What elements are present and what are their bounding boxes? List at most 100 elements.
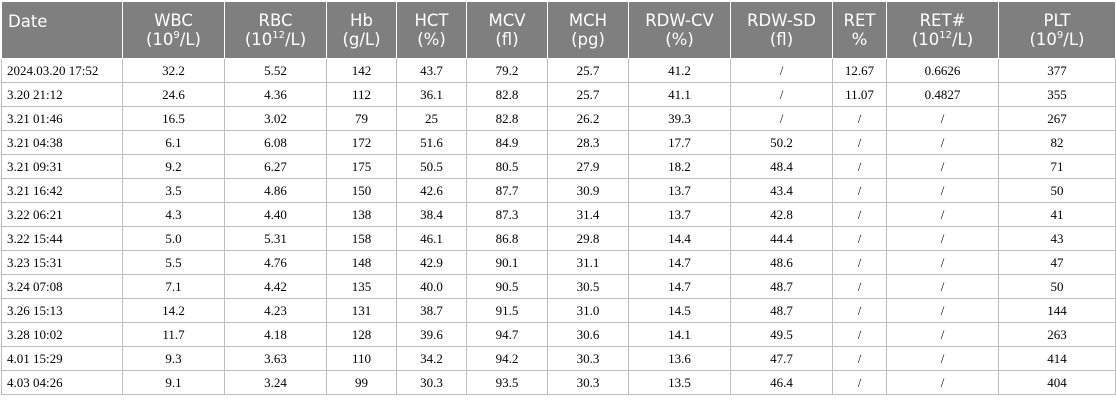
cell-mcv: 94.7 bbox=[466, 322, 548, 347]
cell-date: 2024.03.20 17:52 bbox=[1, 58, 123, 83]
cell-date: 3.26 15:13 bbox=[1, 298, 123, 323]
cell-hb: 128 bbox=[326, 322, 397, 347]
lab-results-table: Date WBC (109/L) RBC (1012/L) Hb (g/L) HCT (%) MC… bbox=[1, 1, 1116, 395]
cell-ret-abs: 0.4827 bbox=[886, 82, 999, 107]
cell-rdw-sd: / bbox=[730, 82, 833, 107]
column-header-unit: (fl) bbox=[735, 30, 828, 49]
cell-hct: 50.5 bbox=[396, 154, 467, 179]
cell-mch: 30.6 bbox=[547, 322, 629, 347]
cell-rdw-sd: 48.7 bbox=[730, 298, 833, 323]
cell-rbc: 3.24 bbox=[224, 370, 327, 395]
unit-base: (%) bbox=[417, 30, 446, 49]
cell-mcv: 87.7 bbox=[466, 178, 548, 203]
cell-hb: 172 bbox=[326, 130, 397, 155]
cell-mch: 30.5 bbox=[547, 274, 629, 299]
cell-plt: 71 bbox=[998, 154, 1116, 179]
unit-base: (10 bbox=[1029, 30, 1057, 49]
table-row: 2024.03.20 17:52 32.2 5.52 142 43.7 79.2 25.7 4… bbox=[1, 58, 1116, 83]
table-row: 4.01 15:29 9.3 3.63 110 34.2 94.2 30.3 13.6 47.7… bbox=[1, 346, 1116, 371]
cell-rbc: 3.02 bbox=[224, 106, 327, 131]
column-header-label: Date bbox=[8, 12, 48, 31]
column-header-label: MCV bbox=[488, 11, 526, 30]
cell-hb: 112 bbox=[326, 82, 397, 107]
unit-suffix: /L) bbox=[1063, 30, 1085, 49]
table-row: 3.26 15:13 14.2 4.23 131 38.7 91.5 31.0 14.5 48.… bbox=[1, 298, 1116, 323]
cell-wbc: 32.2 bbox=[122, 58, 225, 83]
cell-rdw-sd: 42.8 bbox=[730, 202, 833, 227]
cell-plt: 414 bbox=[998, 346, 1116, 371]
cell-date: 3.21 04:38 bbox=[1, 130, 123, 155]
column-header-mcv: MCV (fl) bbox=[466, 1, 548, 59]
cell-ret-abs: / bbox=[886, 202, 999, 227]
cell-mch: 30.9 bbox=[547, 178, 629, 203]
cell-rdw-cv: 14.4 bbox=[628, 226, 731, 251]
cell-plt: 50 bbox=[998, 274, 1116, 299]
cell-hb: 150 bbox=[326, 178, 397, 203]
cell-mcv: 90.5 bbox=[466, 274, 548, 299]
table-body: 2024.03.20 17:52 32.2 5.52 142 43.7 79.2 25.7 4… bbox=[1, 58, 1116, 395]
cell-ret-percent: 11.07 bbox=[832, 82, 887, 107]
cell-mch: 31.0 bbox=[547, 298, 629, 323]
cell-hct: 46.1 bbox=[396, 226, 467, 251]
cell-wbc: 5.0 bbox=[122, 226, 225, 251]
cell-date: 3.23 15:31 bbox=[1, 250, 123, 275]
cell-rdw-sd: 49.5 bbox=[730, 322, 833, 347]
column-header-label: RET bbox=[843, 11, 876, 30]
cell-rbc: 4.76 bbox=[224, 250, 327, 275]
table-row: 4.03 04:26 9.1 3.24 99 30.3 93.5 30.3 13.5 46.4/… bbox=[1, 370, 1116, 395]
column-header-label: MCH bbox=[568, 11, 608, 30]
cell-ret-abs: / bbox=[886, 346, 999, 371]
cell-ret-abs: / bbox=[886, 370, 999, 395]
cell-ret-percent: / bbox=[832, 322, 887, 347]
unit-base: (g/L) bbox=[342, 30, 381, 49]
cell-date: 3.24 07:08 bbox=[1, 274, 123, 299]
cell-hb: 175 bbox=[326, 154, 397, 179]
column-header-rbc: RBC (1012/L) bbox=[224, 1, 327, 59]
column-header-mch: MCH (pg) bbox=[547, 1, 629, 59]
cell-mcv: 86.8 bbox=[466, 226, 548, 251]
cell-mcv: 82.8 bbox=[466, 106, 548, 131]
unit-exponent: 12 bbox=[939, 30, 952, 41]
cell-hb: 158 bbox=[326, 226, 397, 251]
cell-rdw-cv: 14.1 bbox=[628, 322, 731, 347]
cell-mcv: 79.2 bbox=[466, 58, 548, 83]
table-row: 3.21 01:46 16.5 3.02 79 25 82.8 26.2 39.3///267 bbox=[1, 106, 1116, 131]
column-header-ret-percent: RET% bbox=[832, 1, 887, 59]
cell-date: 3.22 06:21 bbox=[1, 202, 123, 227]
column-header-unit: (1012/L) bbox=[229, 30, 322, 49]
cell-hb: 131 bbox=[326, 298, 397, 323]
cell-wbc: 9.3 bbox=[122, 346, 225, 371]
cell-ret-abs: 0.6626 bbox=[886, 58, 999, 83]
cell-rbc: 4.40 bbox=[224, 202, 327, 227]
table-row: 3.22 06:21 4.3 4.40 138 38.4 87.3 31.4 13.7 42.8… bbox=[1, 202, 1116, 227]
cell-hct: 25 bbox=[396, 106, 467, 131]
column-header-label: RBC bbox=[258, 11, 293, 30]
column-header-unit: (fl) bbox=[471, 30, 543, 49]
cell-rdw-sd: / bbox=[730, 58, 833, 83]
cell-rbc: 4.18 bbox=[224, 322, 327, 347]
cell-wbc: 5.5 bbox=[122, 250, 225, 275]
table-row: 3.21 09:31 9.2 6.27 175 50.5 80.5 27.9 18.2 48.4… bbox=[1, 154, 1116, 179]
unit-suffix: /L) bbox=[179, 30, 201, 49]
table-row: 3.21 04:38 6.1 6.08 172 51.6 84.9 28.3 17.7 50.2… bbox=[1, 130, 1116, 155]
table-row: 3.24 07:08 7.1 4.42 135 40.0 90.5 30.5 14.7 48.7… bbox=[1, 274, 1116, 299]
column-header-rdw-cv: RDW-CV (%) bbox=[628, 1, 731, 59]
cell-wbc: 9.2 bbox=[122, 154, 225, 179]
cell-rbc: 6.08 bbox=[224, 130, 327, 155]
cell-mch: 25.7 bbox=[547, 82, 629, 107]
header-row: Date WBC (109/L) RBC (1012/L) Hb (g/L) HCT (%) MC… bbox=[1, 1, 1116, 59]
cell-mcv: 87.3 bbox=[466, 202, 548, 227]
table-row: 3.23 15:31 5.5 4.76 148 42.9 90.1 31.1 14.7 48.6… bbox=[1, 250, 1116, 275]
cell-ret-abs: / bbox=[886, 322, 999, 347]
cell-ret-percent: / bbox=[832, 202, 887, 227]
cell-hb: 99 bbox=[326, 370, 397, 395]
cell-mcv: 90.1 bbox=[466, 250, 548, 275]
cell-rdw-cv: 39.3 bbox=[628, 106, 731, 131]
cell-rdw-sd: 46.4 bbox=[730, 370, 833, 395]
cell-hb: 79 bbox=[326, 106, 397, 131]
cell-mcv: 84.9 bbox=[466, 130, 548, 155]
column-header-label: RDW-CV bbox=[645, 11, 714, 30]
unit-exponent: 9 bbox=[173, 30, 180, 41]
column-header-ret-abs: RET# (1012/L) bbox=[886, 1, 999, 59]
cell-mch: 26.2 bbox=[547, 106, 629, 131]
